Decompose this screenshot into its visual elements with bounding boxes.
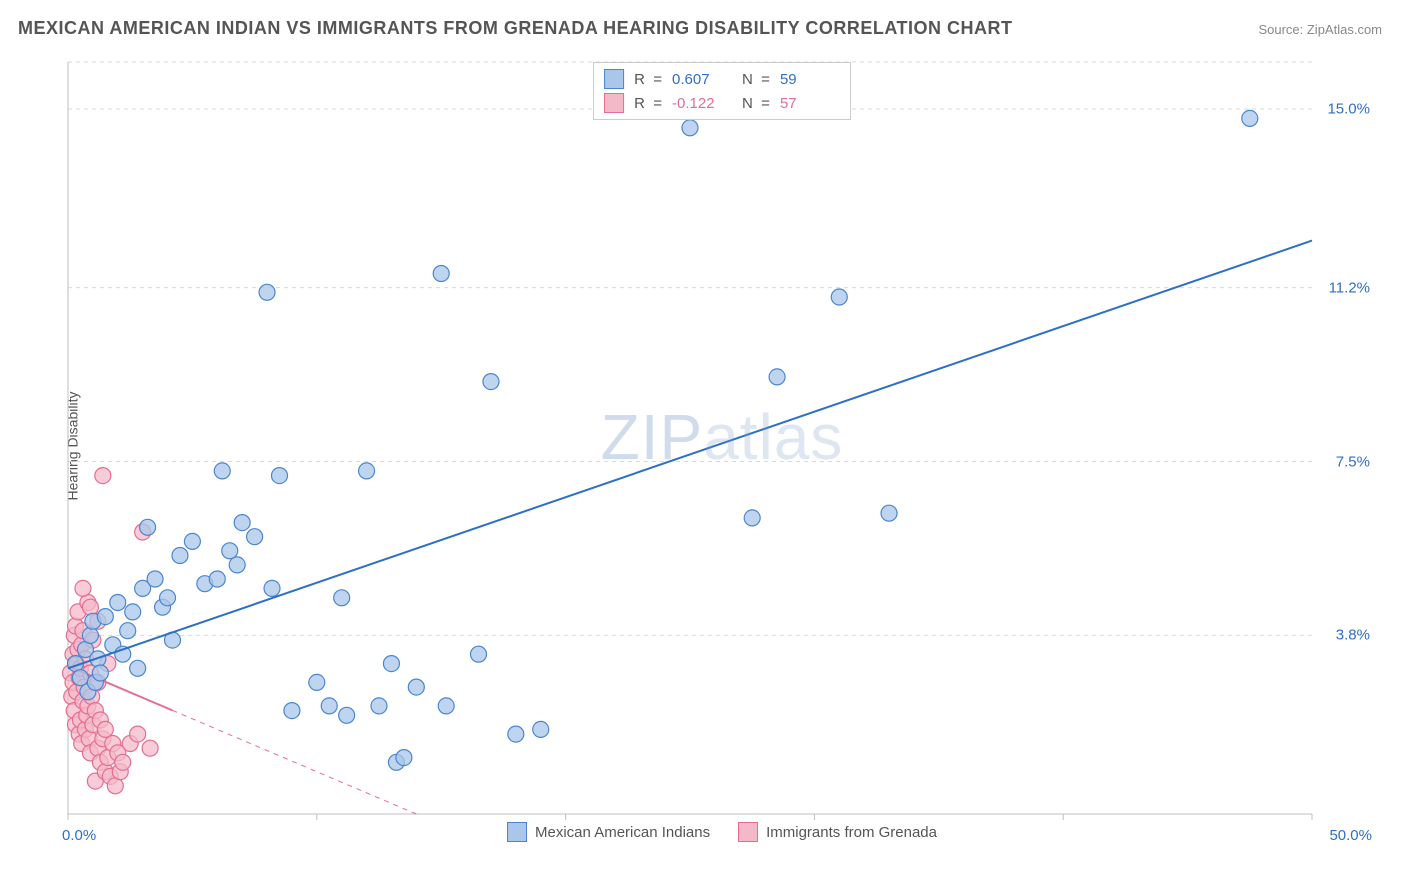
x-axis-min-label: 0.0%: [62, 827, 96, 844]
legend-item-2: Immigrants from Grenada: [738, 822, 937, 842]
chart-title: MEXICAN AMERICAN INDIAN VS IMMIGRANTS FR…: [18, 18, 1013, 39]
x-axis-max-label: 50.0%: [1329, 827, 1372, 844]
plot-area: ZIPatlas R = 0.607 N = 59 R = -0.122 N =…: [62, 58, 1382, 848]
legend-stats: R = 0.607 N = 59 R = -0.122 N = 57: [593, 62, 851, 120]
swatch-series-2: [604, 93, 624, 113]
swatch-series-1: [604, 69, 624, 89]
legend-label-2: Immigrants from Grenada: [766, 824, 937, 841]
n-label-1: N =: [742, 71, 770, 88]
r-value-1: 0.607: [672, 71, 732, 88]
legend-stats-row-2: R = -0.122 N = 57: [604, 91, 840, 115]
legend-stats-row-1: R = 0.607 N = 59: [604, 67, 840, 91]
legend-series: Mexican American Indians Immigrants from…: [507, 822, 937, 842]
y-tick-label: 11.2%: [1329, 279, 1370, 296]
legend-item-1: Mexican American Indians: [507, 822, 710, 842]
y-tick-label: 7.5%: [1336, 453, 1370, 470]
y-tick-label: 3.8%: [1336, 627, 1370, 644]
n-value-2: 57: [780, 95, 840, 112]
r-value-2: -0.122: [672, 95, 732, 112]
swatch-bottom-2: [738, 822, 758, 842]
source-credit: Source: ZipAtlas.com: [1258, 22, 1382, 37]
chart-svg: [62, 58, 1382, 848]
r-label-1: R =: [634, 71, 662, 88]
n-label-2: N =: [742, 95, 770, 112]
r-label-2: R =: [634, 95, 662, 112]
y-tick-label: 15.0%: [1327, 101, 1370, 118]
legend-label-1: Mexican American Indians: [535, 824, 710, 841]
swatch-bottom-1: [507, 822, 527, 842]
n-value-1: 59: [780, 71, 840, 88]
